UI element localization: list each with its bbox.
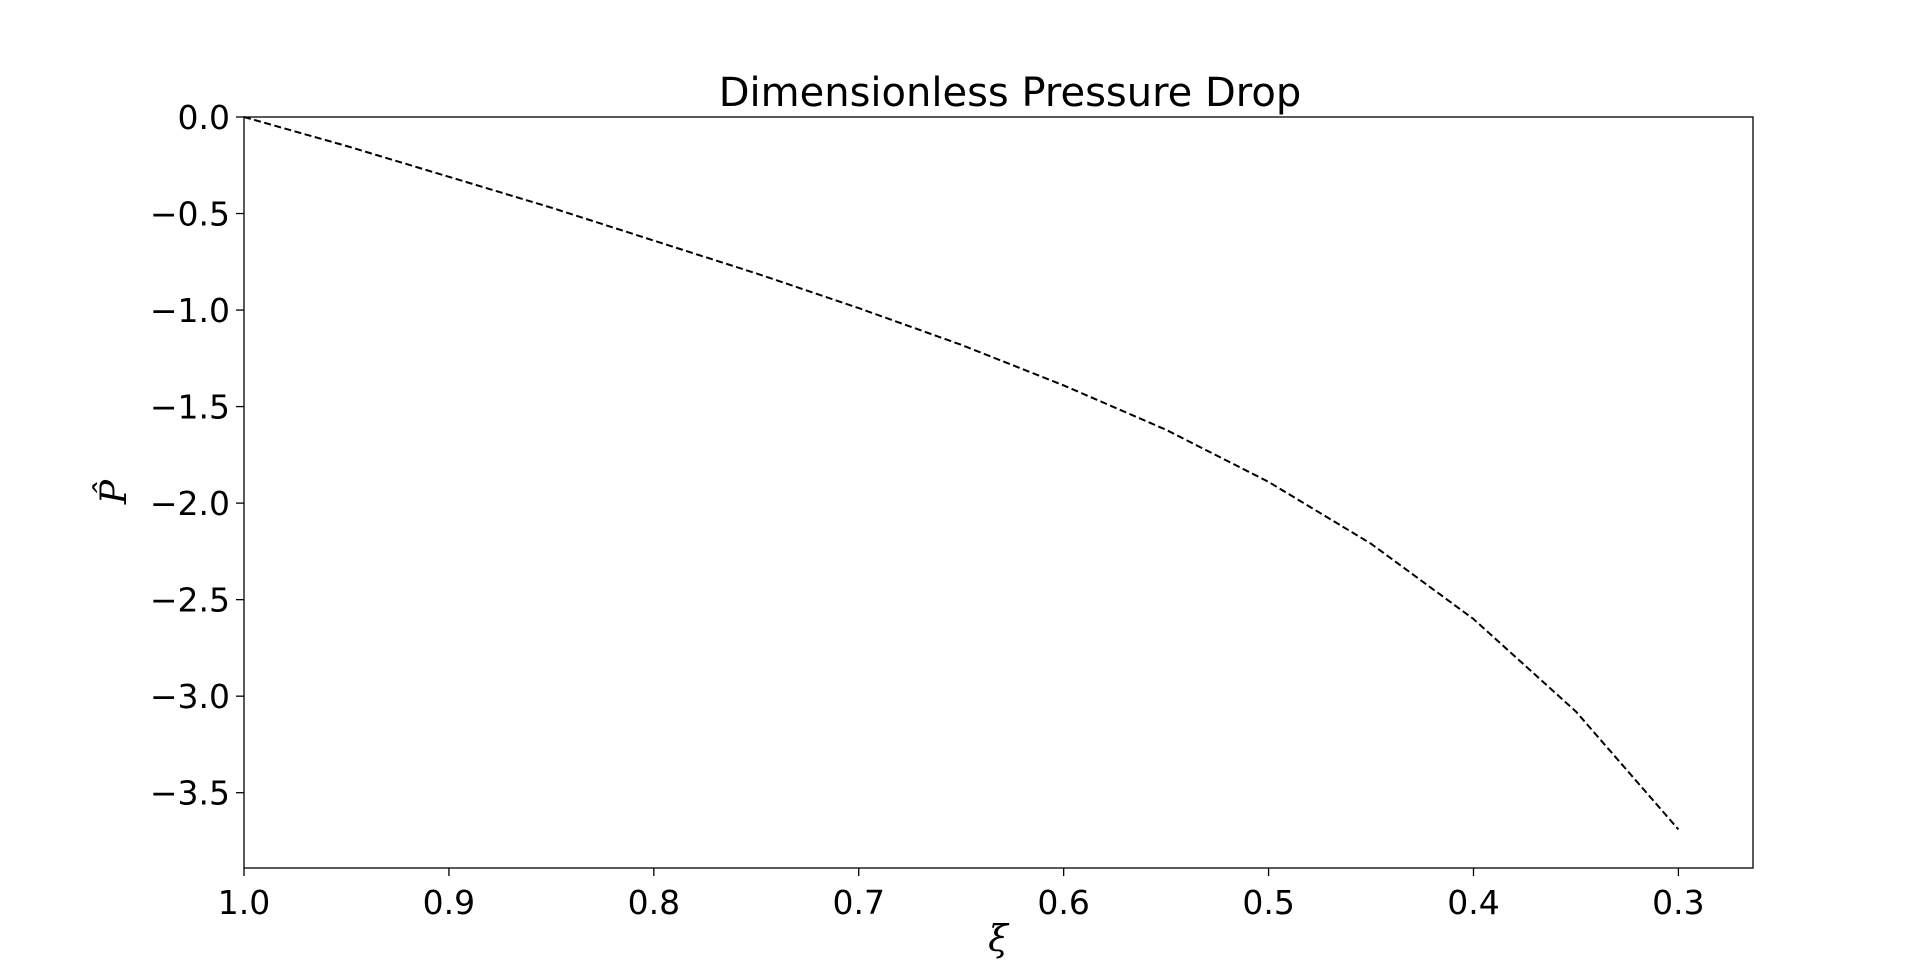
x-tick-label: 0.8 <box>628 883 680 922</box>
series-point <box>1678 829 1679 830</box>
series-point <box>1576 711 1577 712</box>
series-point <box>653 240 654 241</box>
series-point <box>448 176 449 177</box>
x-tick-label: 0.7 <box>833 883 885 922</box>
y-tick-label: −3.0 <box>150 677 230 716</box>
y-tick-label: −0.5 <box>150 195 230 234</box>
y-axis: 0.0 −0.5 −1.0 −1.5 −2.0 −2.5 −3.0 −3.5 <box>150 98 244 813</box>
plot-frame <box>243 116 1754 869</box>
series-point <box>1268 481 1269 482</box>
y-tick-label: −2.5 <box>150 581 230 620</box>
series-point <box>551 207 552 208</box>
y-tick-label: −2.0 <box>150 484 230 523</box>
x-tick-label: 0.4 <box>1447 883 1499 922</box>
series-point <box>1166 429 1167 430</box>
series-line-1 <box>243 116 1680 831</box>
x-tick-label: 0.5 <box>1242 883 1294 922</box>
chart-title: Dimensionless Pressure Drop <box>719 70 1301 116</box>
y-tick-label: −1.0 <box>150 291 230 330</box>
y-tick-label: −1.5 <box>150 388 230 427</box>
series-point <box>1063 385 1064 386</box>
series-point <box>244 117 245 118</box>
series-point <box>756 273 757 274</box>
series-layer <box>243 116 1680 831</box>
series-point <box>1473 619 1474 620</box>
x-tick-label: 0.3 <box>1652 883 1704 922</box>
x-axis-label: ξ <box>988 919 1010 960</box>
x-tick-label: 1.0 <box>218 883 270 922</box>
series-point <box>961 344 962 345</box>
series-point <box>858 308 859 309</box>
x-tick-label: 0.9 <box>423 883 475 922</box>
y-tick-label: −3.5 <box>150 774 230 813</box>
x-tick-label: 0.6 <box>1037 883 1089 922</box>
series-point <box>1371 543 1372 544</box>
y-axis-label: P̂ <box>92 479 135 505</box>
y-tick-label: 0.0 <box>178 98 230 137</box>
series-point <box>346 146 347 147</box>
x-axis: 1.0 0.9 0.8 0.7 0.6 0.5 0.4 0.3 <box>218 868 1705 922</box>
